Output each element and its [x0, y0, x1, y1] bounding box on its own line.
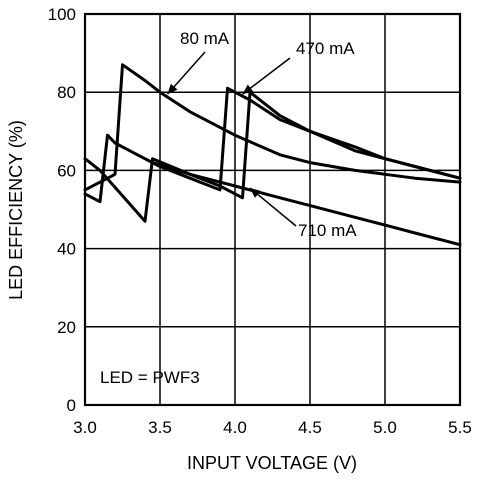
y-axis-title: LED EFFICIENCY (%)	[6, 120, 26, 300]
annotation-arrowhead-710-ma	[250, 187, 261, 198]
series-layer	[83, 63, 462, 247]
x-axis-title: INPUT VOLTAGE (V)	[187, 453, 357, 473]
y-tick-label: 0	[67, 396, 76, 415]
x-tick-label: 3.5	[148, 418, 172, 437]
y-tick-label: 40	[57, 240, 76, 259]
y-tick-label: 20	[57, 318, 76, 337]
series-line-80-ma	[83, 63, 462, 192]
annotation-label-710-ma: 710 mA	[298, 221, 357, 240]
x-tick-label: 4.0	[223, 418, 247, 437]
grid-layer	[85, 14, 460, 405]
annotation-label-470-ma: 470 mA	[296, 39, 355, 58]
x-tick-label: 3.0	[73, 418, 97, 437]
annotation-layer: 80 mA 470 mA 710 mA	[166, 29, 357, 240]
y-tick-label: 100	[48, 5, 76, 24]
annotation-label-80-ma: 80 mA	[180, 29, 230, 48]
annotation-arrowhead-470-ma	[242, 84, 254, 95]
led-type-note: LED = PWF3	[100, 368, 200, 387]
series-line-4	[151, 161, 462, 247]
x-tick-label: 4.5	[298, 418, 322, 437]
annotation-arrowhead-80-ma	[167, 83, 178, 95]
x-tick-label: 5.5	[448, 418, 472, 437]
x-tick-label: 5.0	[373, 418, 397, 437]
plot-frame	[83, 12, 462, 407]
series-line-710-ma	[83, 90, 462, 223]
tick-layer: 3.0 3.5 4.0 4.5 5.0 5.5 0 20 40 60 80 100	[48, 5, 472, 437]
y-tick-label: 60	[57, 161, 76, 180]
y-tick-label: 80	[57, 83, 76, 102]
series-line-470-ma	[83, 86, 462, 204]
